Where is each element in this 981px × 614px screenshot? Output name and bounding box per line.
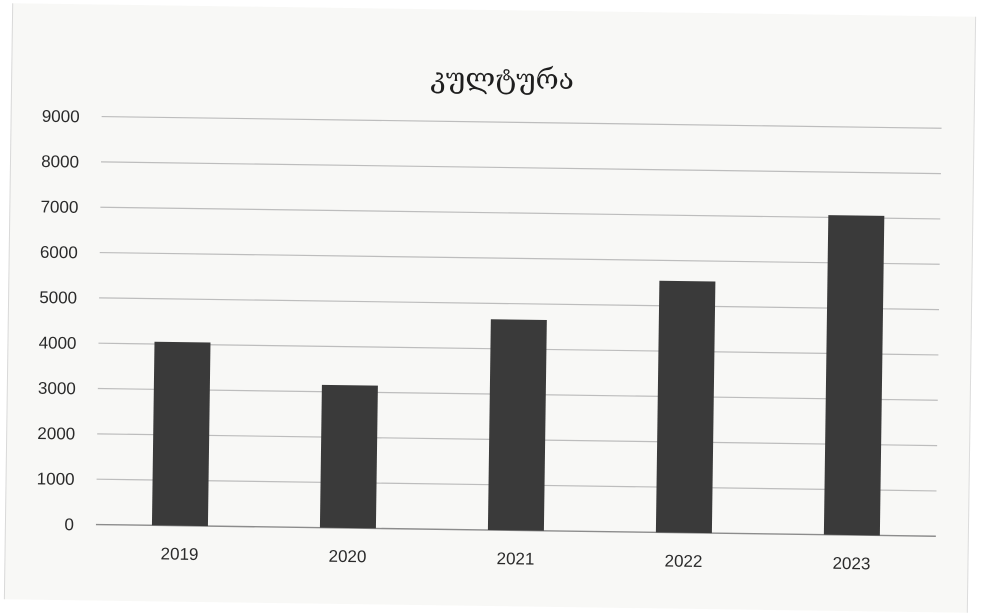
gridline (100, 161, 941, 175)
bar-2020 (319, 384, 378, 529)
bar-2021 (487, 319, 547, 531)
y-tick-label: 7000 (40, 197, 78, 217)
y-tick-label: 8000 (41, 152, 79, 172)
x-tick-label: 2023 (832, 554, 870, 574)
x-tick-label: 2022 (664, 551, 702, 571)
y-tick-label: 0 (64, 515, 74, 534)
x-tick-label: 2019 (160, 544, 198, 564)
y-tick-label: 4000 (39, 333, 77, 353)
x-tick-label: 2021 (496, 549, 534, 569)
bar-2022 (655, 280, 716, 534)
y-tick-label: 1000 (37, 469, 75, 489)
bar-2023 (823, 215, 885, 536)
y-tick-label: 2000 (37, 424, 75, 444)
y-tick-label: 3000 (38, 379, 76, 399)
y-tick-label: 5000 (39, 288, 77, 308)
x-axis-labels: 2019 2020 2021 2022 2023 (160, 544, 870, 573)
bar-2019 (151, 341, 211, 527)
gridline (99, 251, 940, 265)
bar-chart: კულტურა 0 1000 2000 3000 4000 5000 6000 7000 800… (37, 61, 942, 573)
y-axis-labels: 0 1000 2000 3000 4000 5000 6000 7000 8000 9000 (37, 107, 80, 534)
gridline (99, 297, 940, 311)
chart-paper: კულტურა 0 1000 2000 3000 4000 5000 6000 7000 800… (3, 3, 977, 613)
y-tick-label: 6000 (40, 243, 78, 263)
bars (151, 215, 885, 536)
gridline (100, 206, 941, 220)
chart-title: კულტურა (430, 61, 574, 96)
gridline (101, 115, 942, 129)
x-tick-label: 2020 (328, 547, 366, 567)
y-tick-label: 9000 (42, 107, 80, 127)
